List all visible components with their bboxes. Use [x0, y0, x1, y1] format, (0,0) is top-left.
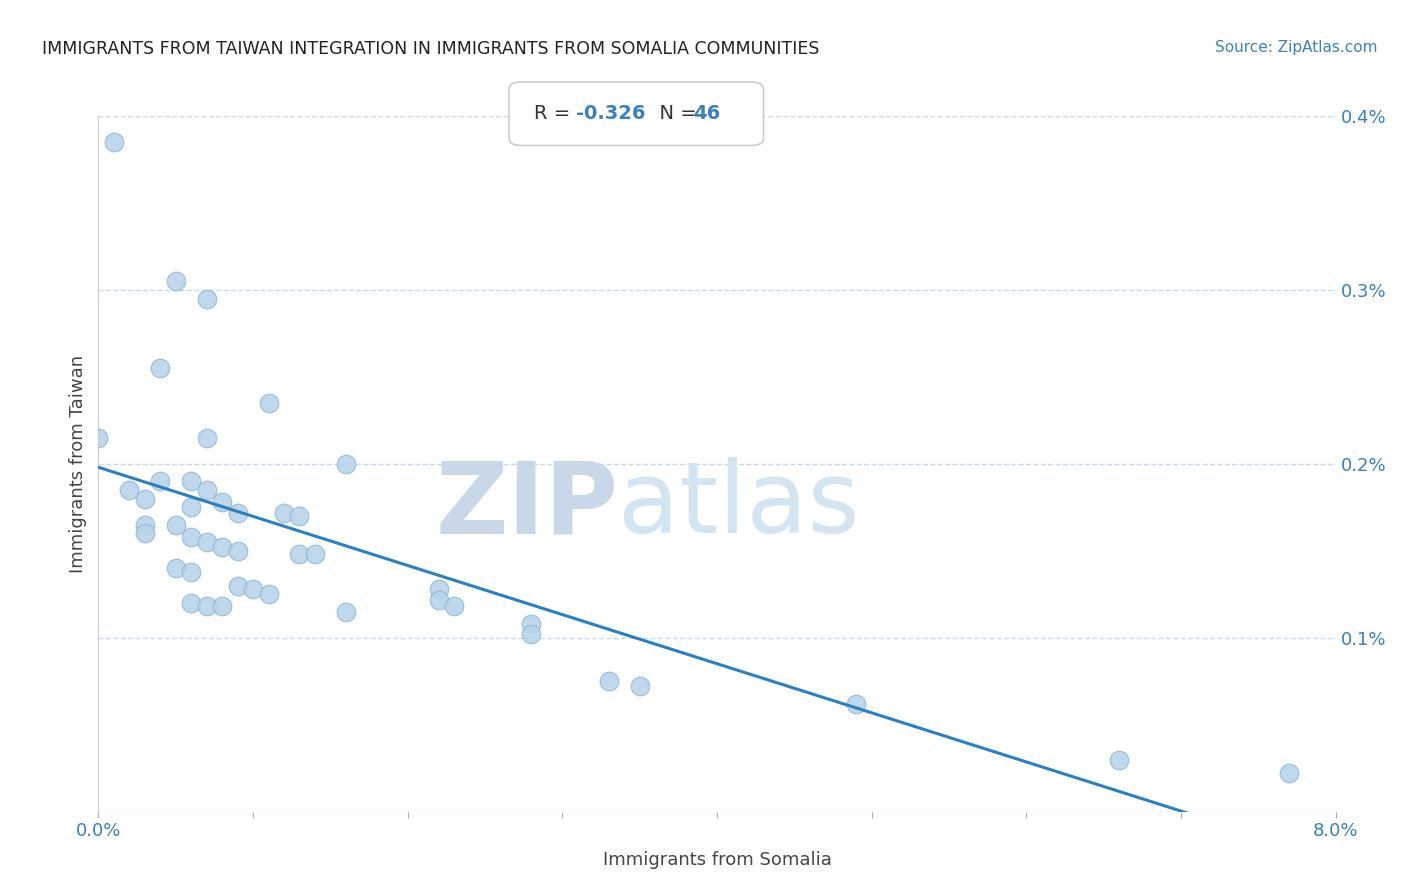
Point [335, 457, 357, 471]
Point [226, 543, 249, 558]
Point [195, 535, 218, 549]
Point [628, 680, 651, 694]
Point [149, 475, 172, 489]
Point [134, 517, 156, 532]
Text: Source: ZipAtlas.com: Source: ZipAtlas.com [1215, 40, 1378, 55]
Point [257, 587, 280, 601]
Point [134, 526, 156, 541]
Point [273, 506, 295, 520]
Point [195, 292, 218, 306]
Point [427, 582, 450, 596]
Point [288, 508, 311, 523]
Point [520, 616, 543, 631]
Point [335, 605, 357, 619]
Point [242, 582, 264, 596]
Point [257, 396, 280, 410]
Point [520, 627, 543, 641]
Point [195, 431, 218, 445]
Point [165, 561, 187, 575]
Point [195, 599, 218, 614]
Point [180, 500, 202, 515]
Point [103, 135, 125, 149]
Y-axis label: Immigrants from Taiwan: Immigrants from Taiwan [69, 355, 87, 573]
Text: IMMIGRANTS FROM TAIWAN INTEGRATION IN IMMIGRANTS FROM SOMALIA COMMUNITIES: IMMIGRANTS FROM TAIWAN INTEGRATION IN IM… [42, 40, 820, 58]
Point [211, 495, 233, 509]
Point [180, 475, 202, 489]
Point [443, 599, 465, 614]
Point [288, 547, 311, 561]
Point [180, 565, 202, 579]
Point [226, 506, 249, 520]
Point [1108, 753, 1130, 767]
Point [180, 596, 202, 610]
Point [87, 431, 110, 445]
X-axis label: Immigrants from Somalia: Immigrants from Somalia [603, 851, 831, 869]
Text: R =: R = [534, 104, 576, 123]
Text: atlas: atlas [619, 457, 859, 554]
Point [427, 592, 450, 607]
Text: -0.326: -0.326 [576, 104, 645, 123]
Point [845, 697, 868, 711]
Point [195, 483, 218, 497]
Point [1278, 766, 1301, 780]
Text: ZIP: ZIP [436, 457, 619, 554]
Point [211, 599, 233, 614]
Point [165, 274, 187, 288]
Point [598, 674, 620, 689]
Text: N =: N = [647, 104, 703, 123]
Point [211, 541, 233, 555]
Point [226, 579, 249, 593]
Point [180, 530, 202, 544]
Point [304, 547, 326, 561]
Point [165, 517, 187, 532]
Point [118, 483, 141, 497]
Point [149, 361, 172, 376]
Point [134, 491, 156, 506]
Text: 46: 46 [693, 104, 720, 123]
